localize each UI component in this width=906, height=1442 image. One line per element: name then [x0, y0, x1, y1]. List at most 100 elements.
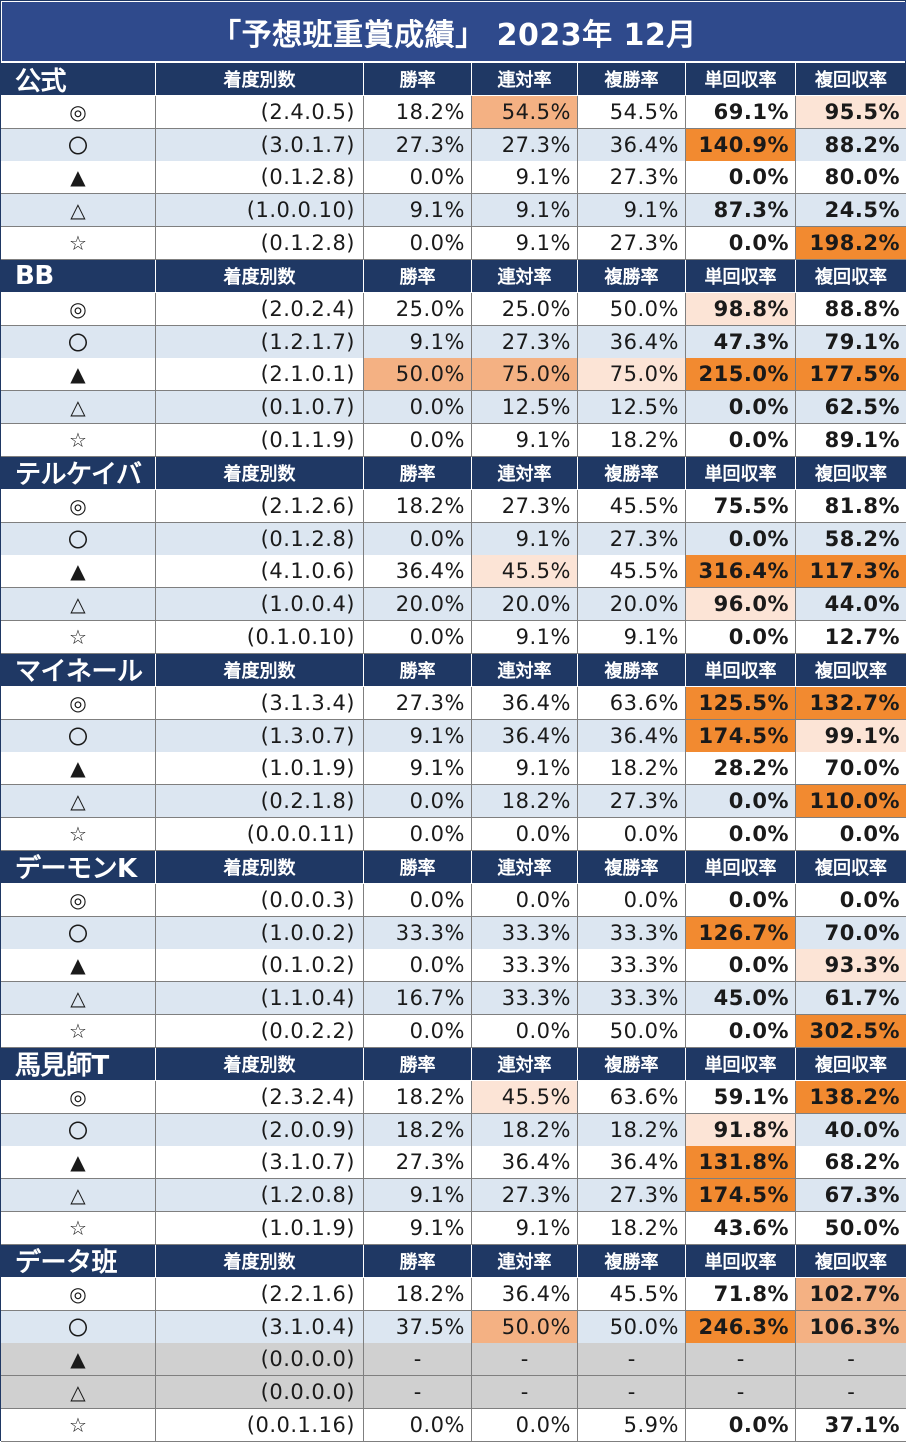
column-header: 単回収率 — [686, 456, 796, 490]
column-header: 複回収率 — [796, 259, 906, 293]
rentai-rate-cell: 27.3% — [472, 325, 578, 359]
tan-return-cell: 0.0% — [686, 1409, 796, 1442]
mark-cell: 〇 — [1, 522, 156, 556]
tan-return-cell: 215.0% — [686, 358, 796, 392]
fuku-return-cell: 24.5% — [796, 194, 906, 228]
tan-return-cell: 0.0% — [686, 621, 796, 655]
table-row: △ (1.0.0.4) 20.0% 20.0% 20.0% 96.0% 44.0% — [1, 588, 906, 622]
fuku-return-cell: 99.1% — [796, 719, 906, 753]
table-row: ▲ (0.0.0.0) - - - - - — [1, 1343, 906, 1377]
tan-return-cell: 131.8% — [686, 1146, 796, 1180]
fuku-return-cell: 0.0% — [796, 818, 906, 852]
table-row: △ (1.1.0.4) 16.7% 33.3% 33.3% 45.0% 61.7% — [1, 982, 906, 1016]
finish-counts-cell: (3.0.1.7) — [156, 128, 364, 162]
column-header: 単回収率 — [686, 653, 796, 687]
win-rate-cell: 50.0% — [364, 358, 472, 392]
column-header: 複回収率 — [796, 63, 906, 96]
win-rate-cell: 18.2% — [364, 95, 472, 129]
column-header: 着度別数 — [156, 850, 364, 884]
column-header: 複回収率 — [796, 456, 906, 490]
rentai-rate-cell: 36.4% — [472, 686, 578, 720]
tan-return-cell: 0.0% — [686, 1015, 796, 1049]
win-rate-cell: 37.5% — [364, 1310, 472, 1344]
table-row: △ (0.1.0.7) 0.0% 12.5% 12.5% 0.0% 62.5% — [1, 391, 906, 425]
finish-counts-cell: (2.1.2.6) — [156, 489, 364, 523]
mark-cell: △ — [1, 588, 156, 622]
table-row: ☆ (0.0.2.2) 0.0% 0.0% 50.0% 0.0% 302.5% — [1, 1015, 906, 1049]
fukusho-rate-cell: 5.9% — [578, 1409, 686, 1442]
column-header: 単回収率 — [686, 1047, 796, 1081]
rentai-rate-cell: 45.5% — [472, 1080, 578, 1114]
column-header: 連対率 — [472, 456, 578, 490]
mark-cell: △ — [1, 982, 156, 1016]
fukusho-rate-cell: 50.0% — [578, 1310, 686, 1344]
win-rate-cell: 0.0% — [364, 1409, 472, 1442]
mark-cell: ☆ — [1, 818, 156, 852]
table-row: 〇 (1.0.0.2) 33.3% 33.3% 33.3% 126.7% 70.0% — [1, 916, 906, 950]
fuku-return-cell: 95.5% — [796, 95, 906, 129]
column-header: 連対率 — [472, 1047, 578, 1081]
fuku-return-cell: 79.1% — [796, 325, 906, 359]
column-header: 複勝率 — [578, 1244, 686, 1278]
rentai-rate-cell: 0.0% — [472, 883, 578, 917]
table-row: ▲ (3.1.0.7) 27.3% 36.4% 36.4% 131.8% 68.2% — [1, 1146, 906, 1180]
fukusho-rate-cell: 27.3% — [578, 161, 686, 195]
fuku-return-cell: 117.3% — [796, 555, 906, 589]
table-row: ◎ (2.4.0.5) 18.2% 54.5% 54.5% 69.1% 95.5% — [1, 95, 906, 129]
mark-cell: 〇 — [1, 128, 156, 162]
group-name: マイネール — [1, 653, 156, 687]
tan-return-cell: 43.6% — [686, 1212, 796, 1246]
fuku-return-cell: 40.0% — [796, 1113, 906, 1147]
win-rate-cell: 0.0% — [364, 391, 472, 425]
fuku-return-cell: 80.0% — [796, 161, 906, 195]
win-rate-cell: 27.3% — [364, 686, 472, 720]
table-row: △ (0.2.1.8) 0.0% 18.2% 27.3% 0.0% 110.0% — [1, 785, 906, 819]
finish-counts-cell: (0.0.0.0) — [156, 1343, 364, 1377]
fuku-return-cell: 61.7% — [796, 982, 906, 1016]
fukusho-rate-cell: 20.0% — [578, 588, 686, 622]
column-header: 着度別数 — [156, 456, 364, 490]
fuku-return-cell: 70.0% — [796, 916, 906, 950]
tan-return-cell: 0.0% — [686, 785, 796, 819]
fuku-return-cell: 58.2% — [796, 522, 906, 556]
column-header: 連対率 — [472, 1244, 578, 1278]
table-row: 〇 (0.1.2.8) 0.0% 9.1% 27.3% 0.0% 58.2% — [1, 522, 906, 556]
fukusho-rate-cell: 27.3% — [578, 522, 686, 556]
rentai-rate-cell: 9.1% — [472, 194, 578, 228]
rentai-rate-cell: 12.5% — [472, 391, 578, 425]
fuku-return-cell: 0.0% — [796, 883, 906, 917]
fuku-return-cell: 102.7% — [796, 1277, 906, 1311]
mark-cell: △ — [1, 1376, 156, 1410]
tan-return-cell: 96.0% — [686, 588, 796, 622]
column-header: 複勝率 — [578, 850, 686, 884]
rentai-rate-cell: 9.1% — [472, 752, 578, 786]
column-header: 複回収率 — [796, 653, 906, 687]
fukusho-rate-cell: 27.3% — [578, 785, 686, 819]
tan-return-cell: - — [686, 1343, 796, 1377]
mark-cell: △ — [1, 391, 156, 425]
fukusho-rate-cell: 36.4% — [578, 719, 686, 753]
mark-cell: ◎ — [1, 292, 156, 326]
mark-cell: ◎ — [1, 1080, 156, 1114]
column-header: 複勝率 — [578, 456, 686, 490]
mark-cell: ☆ — [1, 621, 156, 655]
column-header: 複回収率 — [796, 1047, 906, 1081]
column-header: 単回収率 — [686, 63, 796, 96]
win-rate-cell: 0.0% — [364, 522, 472, 556]
table-row: 〇 (1.3.0.7) 9.1% 36.4% 36.4% 174.5% 99.1% — [1, 719, 906, 753]
tan-return-cell: 71.8% — [686, 1277, 796, 1311]
column-header: 単回収率 — [686, 850, 796, 884]
mark-cell: ▲ — [1, 555, 156, 589]
fukusho-rate-cell: 9.1% — [578, 194, 686, 228]
column-header: 連対率 — [472, 653, 578, 687]
win-rate-cell: 9.1% — [364, 1212, 472, 1246]
group-header-row: マイネール 着度別数 勝率 連対率 複勝率 単回収率 複回収率 — [1, 653, 906, 687]
column-header: 単回収率 — [686, 259, 796, 293]
table-row: ◎ (0.0.0.3) 0.0% 0.0% 0.0% 0.0% 0.0% — [1, 883, 906, 917]
fuku-return-cell: 106.3% — [796, 1310, 906, 1344]
fuku-return-cell: - — [796, 1343, 906, 1377]
fuku-return-cell: 68.2% — [796, 1146, 906, 1180]
finish-counts-cell: (2.0.2.4) — [156, 292, 364, 326]
table-row: ☆ (0.1.1.9) 0.0% 9.1% 18.2% 0.0% 89.1% — [1, 424, 906, 458]
win-rate-cell: 0.0% — [364, 818, 472, 852]
